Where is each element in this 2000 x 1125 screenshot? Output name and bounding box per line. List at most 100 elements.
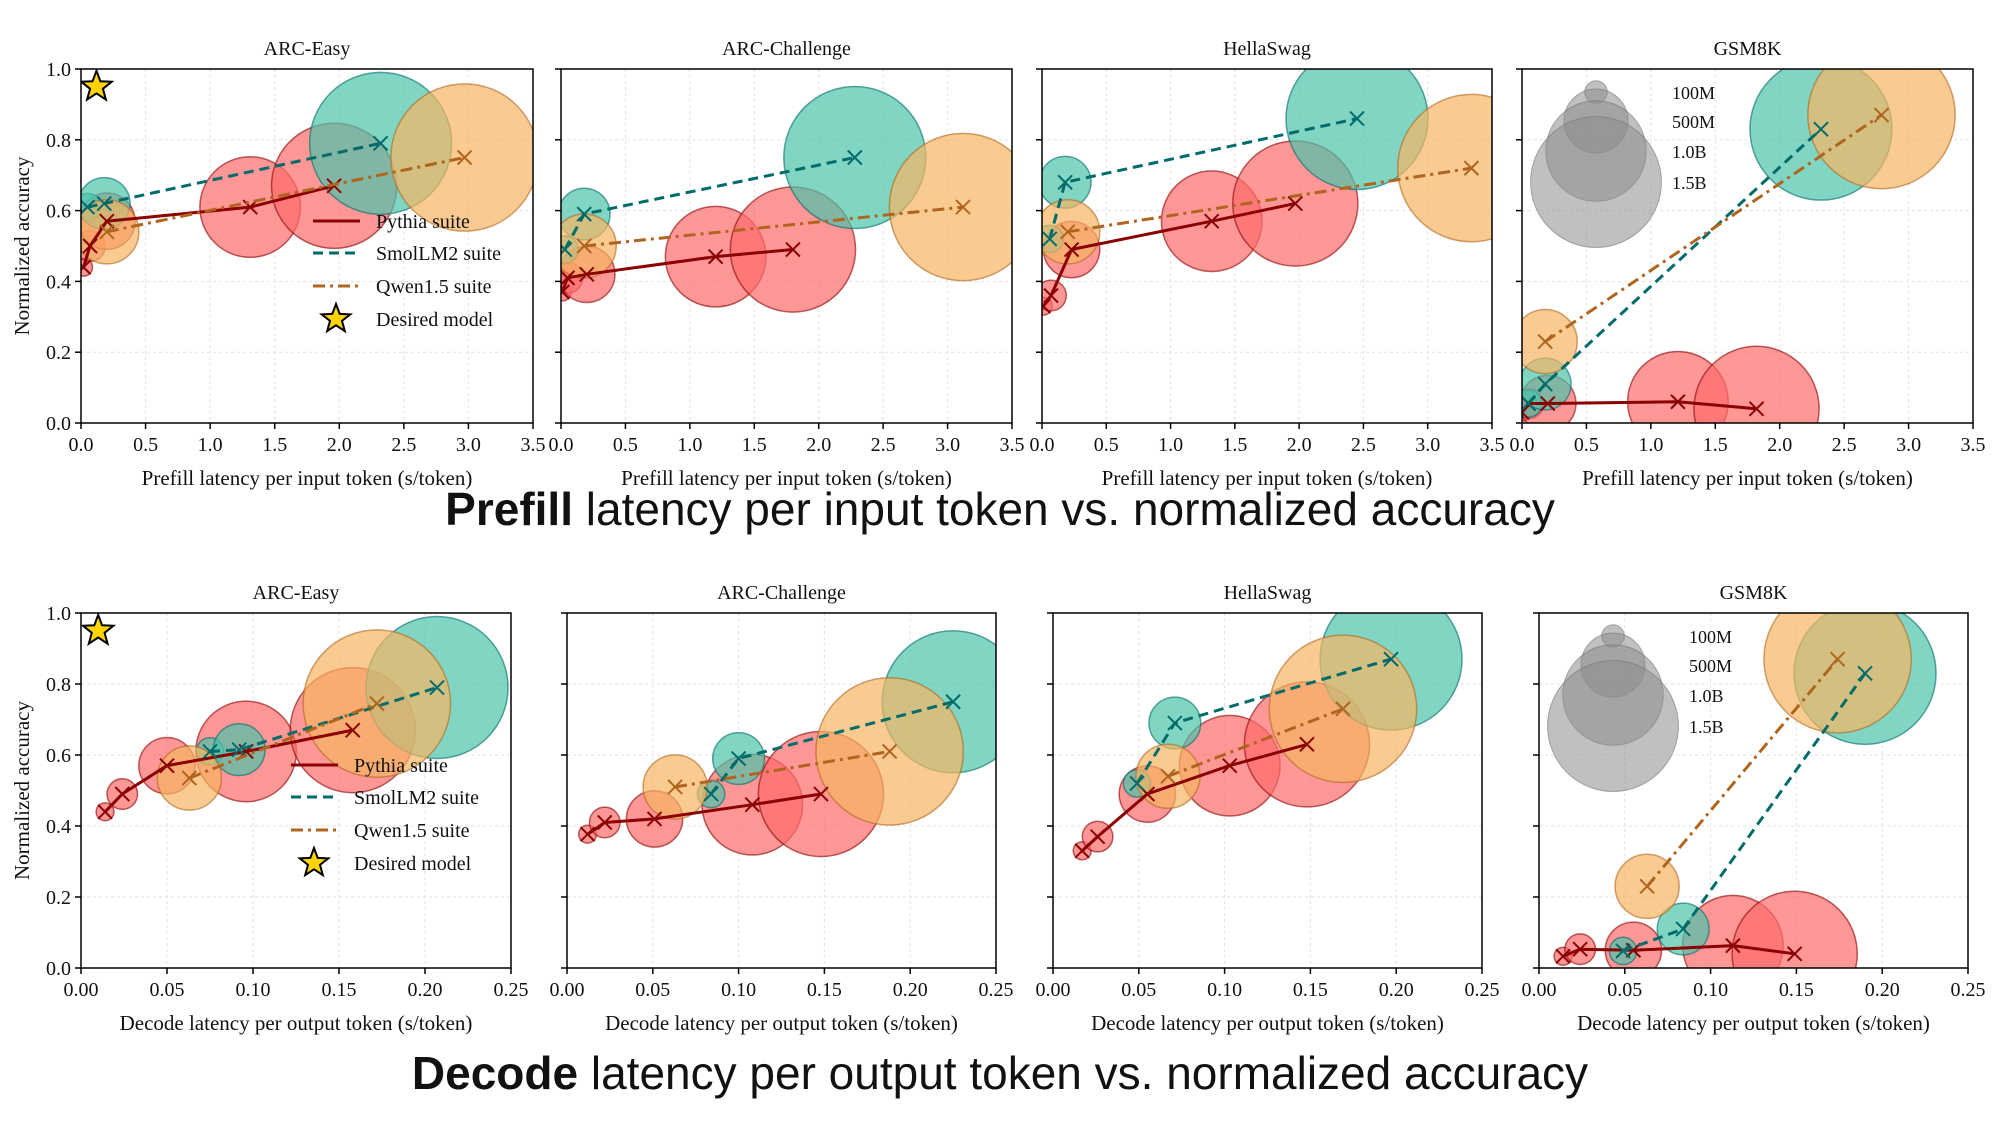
x-tick-label: 0.10 [236,979,271,1001]
x-tick-label: 0.0 [1030,434,1055,456]
qwen-point-marker [667,779,683,795]
x-tick-label: 1.5 [1222,434,1247,456]
qwen-point-marker [181,770,198,786]
axes-frame [566,612,997,969]
panel-title: HellaSwag [1223,38,1311,60]
smollm2-point-marker [1522,395,1537,412]
size-legend-label: 100M [1672,83,1715,103]
y-axis-label: Normalized accuracy [10,156,34,335]
y-tick-label: 0.0 [46,413,71,435]
y-tick-label: 0.8 [46,130,71,152]
qwen-bubble [1763,613,1912,734]
plot-area [81,69,533,277]
pythia-point-marker [1222,757,1238,774]
decode-caption: Decode latency per output token vs. norm… [0,1046,2000,1100]
x-tick-label: 3.0 [456,434,481,456]
desired-model-legend-label: Desired model [354,853,472,875]
x-tick-label: 0.20 [1379,979,1414,1001]
panel-title: GSM8K [1720,582,1788,604]
x-tick-label: 1.0 [198,434,223,456]
desired-model-legend-star-icon [296,845,332,878]
x-tick-label: 0.15 [807,979,842,1001]
x-tick-label: 2.5 [1832,434,1857,456]
qwen-point-marker [881,743,898,760]
pythia-point-marker [1089,828,1106,845]
pythia-legend-label: Pythia suite [376,211,470,233]
x-tick-label: 0.5 [613,434,638,456]
qwen-series-line [584,205,964,248]
smollm2-point-marker [703,786,719,802]
size-legend-label: 1.0B [1672,142,1707,162]
size-legend-label: 1.0B [1689,686,1724,706]
qwen-point-marker [369,695,385,712]
smollm2-point-marker [1615,943,1631,959]
x-axis-label: Prefill latency per input token (s/token… [1582,466,1913,490]
x-tick-label: 0.00 [550,979,585,1001]
smollm2-point-marker [1537,376,1553,392]
pythia-point-marker [579,266,595,283]
prefill-caption-rest: latency per input token vs. normalized a… [573,483,1555,535]
y-tick-label: 1.0 [46,59,71,81]
x-tick-label: 3.0 [935,434,960,456]
x-tick-label: 1.5 [262,434,287,456]
x-tick-label: 0.20 [893,979,928,1001]
y-tick-label: 0.4 [46,816,71,838]
y-tick-label: 1.0 [46,603,71,625]
x-tick-label: 2.5 [871,434,896,456]
size-legend-circle [1530,116,1662,248]
qwen-point-marker [1873,107,1890,123]
qwen-point-marker [955,199,971,215]
x-tick-label: 3.5 [521,434,546,456]
x-tick-label: 2.0 [327,434,352,456]
y-tick-label: 0.6 [46,201,71,223]
panel-7: 0.00 0.05 0.10 0.15 0.20 0.25 GSM8K Decode late… [1522,582,1986,1035]
pythia-bubble [1693,345,1820,423]
decode-caption-bold: Decode [411,1047,579,1099]
x-tick-label: 2.0 [806,434,831,456]
pythia-legend-label: Pythia suite [354,755,448,777]
smollm2-legend-label: SmolLM2 suite [354,787,479,809]
panel-4: 0.00 0.05 0.10 0.15 0.20 0.25 0.0 0.2 0.4 0.6 0.8 1… [10,582,529,1035]
size-legend-label: 500M [1689,656,1732,676]
panel-5: 0.00 0.05 0.10 0.15 0.20 0.25 ARC-Challenge Dec… [550,582,1014,1035]
x-tick-label: 0.05 [1607,979,1642,1001]
x-tick-label: 1.5 [1703,434,1728,456]
plot-area [1042,69,1492,316]
x-tick-label: 0.20 [1865,979,1900,1001]
smollm2-point-marker [96,195,112,212]
pythia-point-marker [1299,736,1315,753]
pythia-point-marker [707,248,724,265]
panel-title: ARC-Easy [253,582,340,604]
pythia-point-marker [1063,241,1080,258]
x-tick-label: 0.10 [721,979,756,1001]
y-tick-label: 0.6 [46,745,71,767]
qwen-point-marker [1160,768,1176,785]
x-tick-label: 0.0 [549,434,574,456]
size-legend-circle [1547,660,1679,792]
pythia-point-marker [1042,298,1051,314]
smollm2-point-marker [429,679,445,696]
panel-6: 0.00 0.05 0.10 0.15 0.20 0.25 HellaSwag Decode … [1036,582,1500,1035]
pythia-point-marker [1522,404,1530,421]
axes-frame [1521,68,1974,424]
x-tick-label: 1.5 [742,434,767,456]
y-tick-label: 0.0 [46,958,71,980]
pythia-point-marker [345,722,361,738]
pythia-point-marker [1572,941,1588,957]
panel-title: ARC-Easy [264,38,351,60]
prefill-caption: Prefill latency per input token vs. norm… [0,482,2000,536]
plot-area [1072,613,1463,861]
prefill-caption-bold: Prefill [445,483,573,535]
axes-frame [1538,612,1969,969]
x-tick-label: 0.0 [1510,434,1535,456]
x-tick-label: 0.00 [1522,979,1557,1001]
panel-2: 0.0 0.5 1.0 1.5 2.0 2.5 3.0 3.5 HellaSwag Prefill… [1030,38,1505,490]
pythia-point-marker [114,786,130,802]
plot-area [561,85,1012,313]
pythia-point-marker [81,259,92,275]
smollm2-point-marker [1042,231,1058,247]
smollm2-point-marker [1349,110,1365,127]
pythia-point-marker [579,826,596,842]
qwen-bubble [1807,69,1956,190]
